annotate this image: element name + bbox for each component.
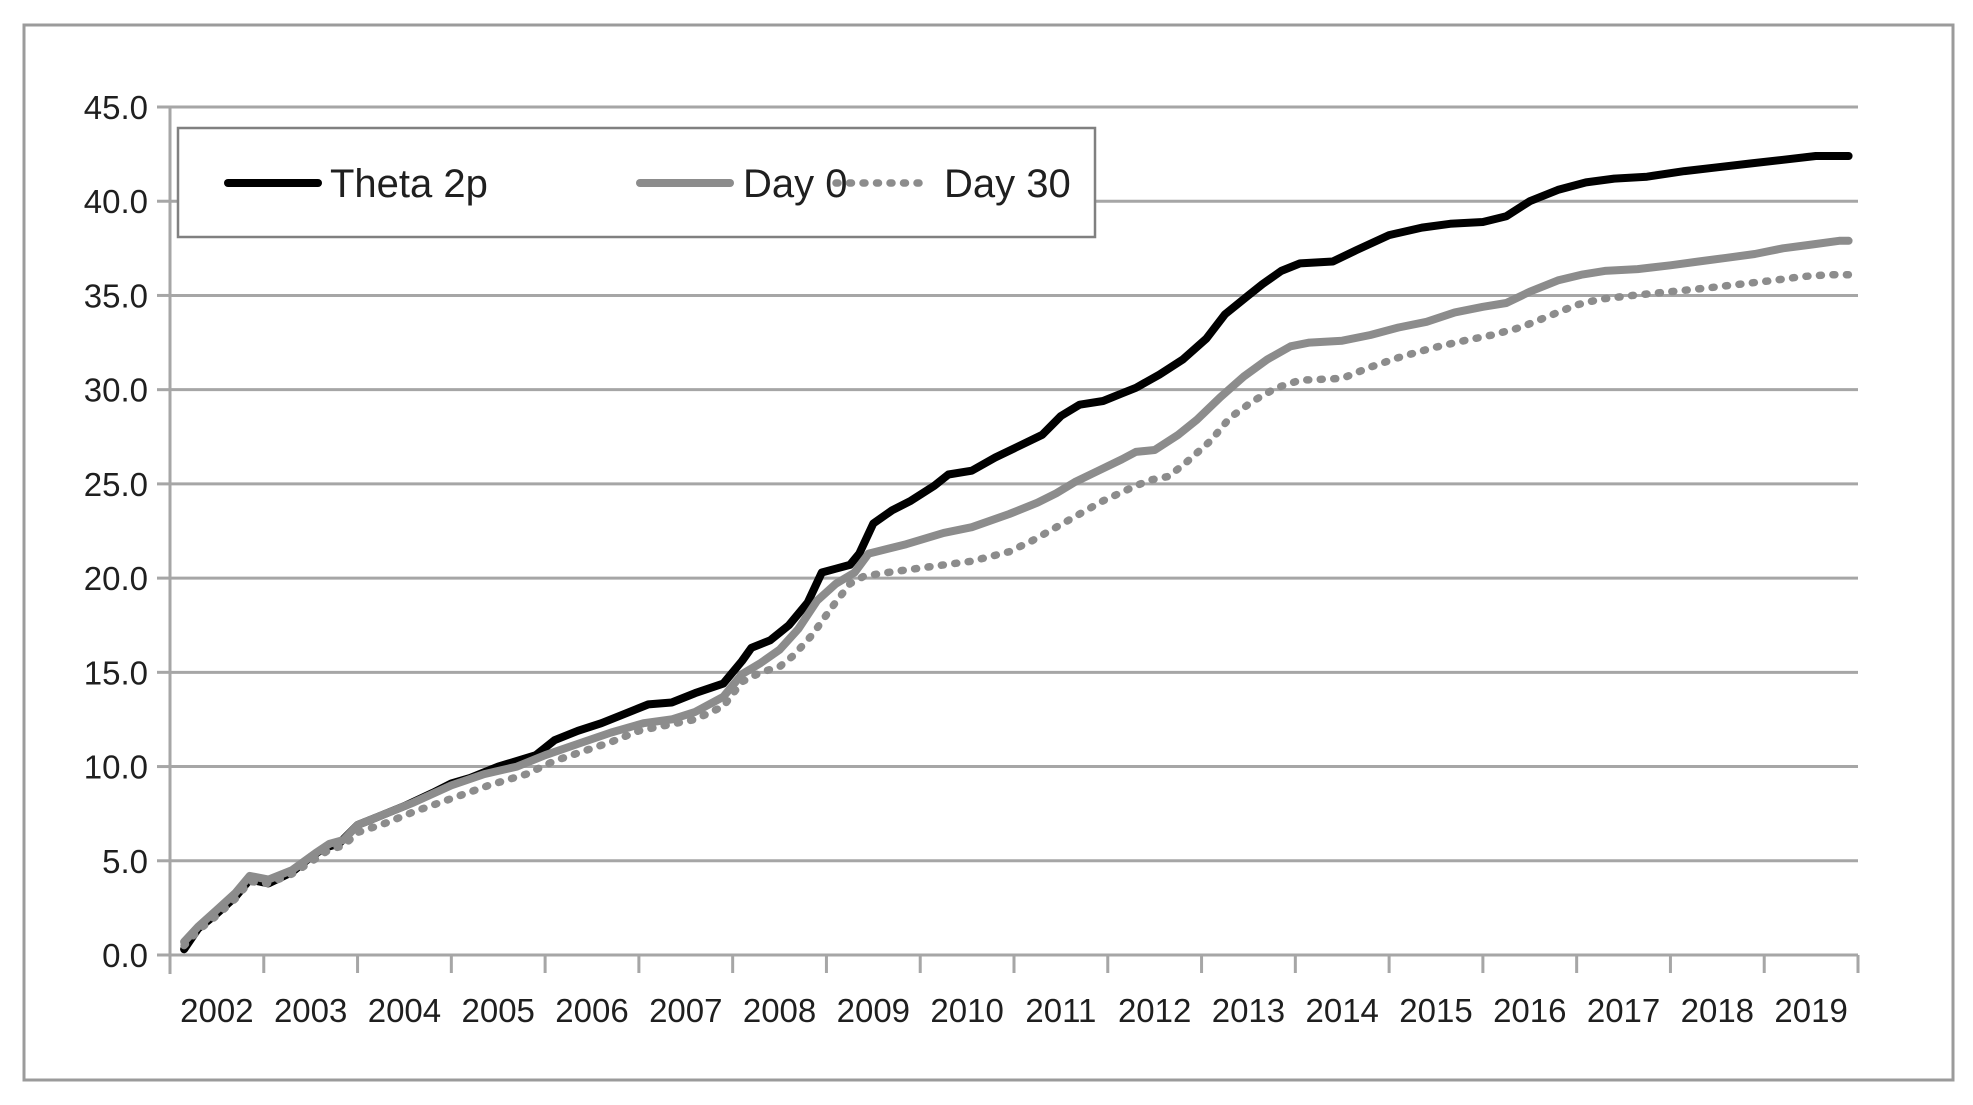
figure-border: [22, 23, 1955, 1082]
x-tick-label: 2006: [555, 992, 628, 1029]
x-tick-label: 2010: [930, 992, 1003, 1029]
x-tick-label: 2011: [1025, 992, 1096, 1029]
x-tick-label: 2012: [1118, 992, 1191, 1029]
y-tick-label: 5.0: [102, 843, 148, 880]
legend: Theta 2p Day 0 Day 30: [176, 126, 1097, 239]
tick-labels: 0.0 5.0 10.0 15.0 20.0 25.0 30.0 35.0 40.0 45.0 20…: [84, 89, 1848, 1029]
legend-label-theta-2p: Theta 2p: [330, 162, 488, 206]
x-tick-label: 2008: [743, 992, 816, 1029]
y-tick-label: 45.0: [84, 89, 148, 126]
x-tick-label: 2009: [837, 992, 910, 1029]
x-tick-label: 2018: [1681, 992, 1754, 1029]
legend-label-day-0: Day 0: [743, 162, 848, 206]
x-tick-label: 2007: [649, 992, 722, 1029]
x-tick-label: 2002: [180, 992, 253, 1029]
x-tick-label: 2017: [1587, 992, 1660, 1029]
x-tick-label: 2019: [1774, 992, 1847, 1029]
x-tick-label: 2014: [1306, 992, 1379, 1029]
y-tick-label: 40.0: [84, 183, 148, 220]
axes: [157, 105, 1860, 974]
y-tick-label: 15.0: [84, 654, 148, 691]
series-lines: [180, 152, 1853, 954]
y-tick-label: 30.0: [84, 372, 148, 409]
y-tick-label: 25.0: [84, 466, 148, 503]
x-tick-label: 2013: [1212, 992, 1285, 1029]
series-line-day-0: [180, 236, 1853, 946]
y-tick-label: 0.0: [102, 937, 148, 974]
legend-label-day-30: Day 30: [944, 162, 1071, 206]
y-tick-label: 35.0: [84, 277, 148, 314]
x-tick-label: 2004: [368, 992, 441, 1029]
x-tick-label: 2005: [462, 992, 535, 1029]
x-tick-label: 2016: [1493, 992, 1566, 1029]
x-tick-label: 2015: [1399, 992, 1472, 1029]
series-line-day-30: [180, 270, 1853, 950]
y-tick-label: 10.0: [84, 749, 148, 786]
y-tick-label: 20.0: [84, 560, 148, 597]
x-tick-label: 2003: [274, 992, 347, 1029]
